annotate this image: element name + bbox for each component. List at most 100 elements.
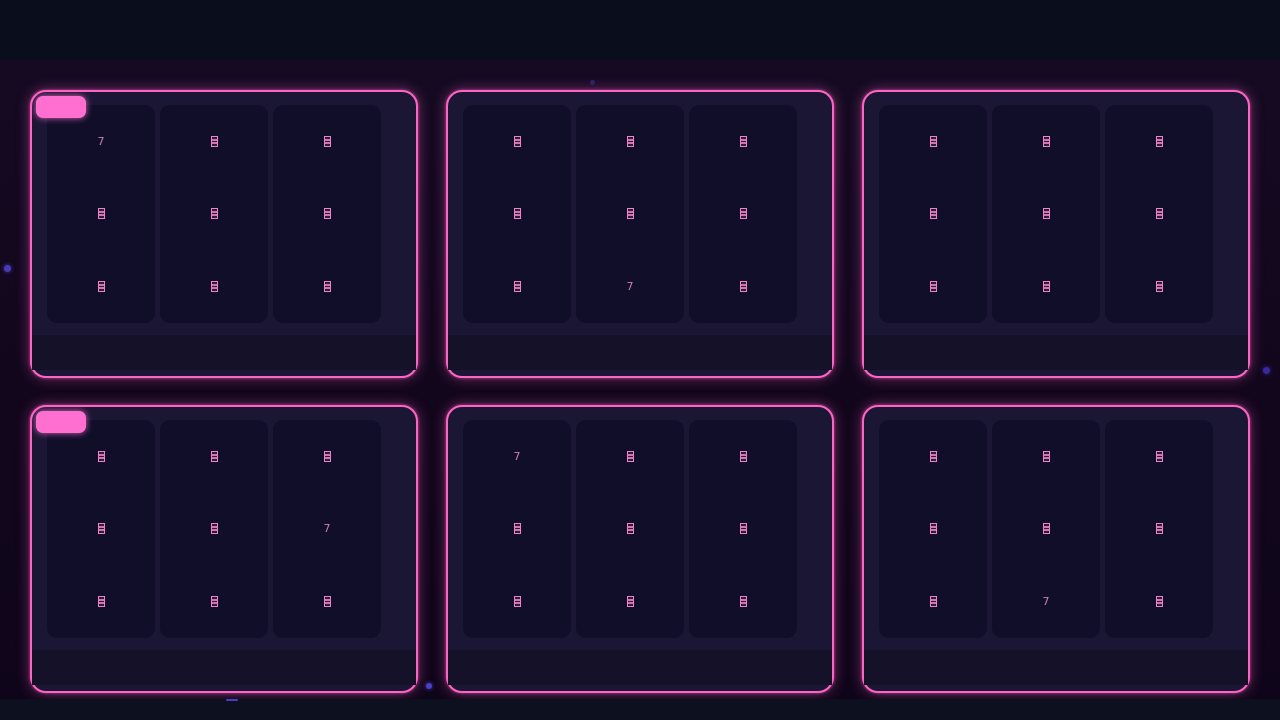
slot-reel (689, 420, 797, 638)
slot-symbol (740, 136, 747, 147)
slot-symbol (211, 523, 218, 534)
slot-symbol (627, 281, 634, 292)
slot-symbol (324, 208, 331, 219)
reel-group (463, 105, 797, 323)
slot-reel (992, 420, 1100, 638)
machine-footer-bar (32, 650, 416, 685)
slot-reel (273, 420, 381, 638)
win-badge (36, 96, 86, 118)
slot-symbol (98, 136, 105, 147)
slot-symbol (98, 596, 105, 607)
slot-symbol (514, 136, 521, 147)
slot-symbol (1156, 281, 1163, 292)
slot-symbol (324, 136, 331, 147)
reel-group (47, 105, 381, 323)
slot-reel (463, 420, 571, 638)
slot-symbol (514, 451, 521, 462)
slot-reel (576, 105, 684, 323)
slot-symbol (1043, 136, 1050, 147)
slot-symbol (98, 281, 105, 292)
slot-symbol (1043, 281, 1050, 292)
machine-footer-bar (864, 335, 1248, 370)
particle-dot (1263, 367, 1270, 374)
slot-symbol (1043, 208, 1050, 219)
slot-symbol (740, 596, 747, 607)
slot-reel (273, 105, 381, 323)
slot-symbol (324, 451, 331, 462)
slot-symbol (930, 208, 937, 219)
slot-reel (879, 105, 987, 323)
reel-group (879, 420, 1213, 638)
slot-symbol (1156, 451, 1163, 462)
slot-symbol (740, 451, 747, 462)
particle-dot (426, 683, 432, 689)
slot-symbol (930, 136, 937, 147)
slot-symbol (627, 451, 634, 462)
slot-symbol (1156, 523, 1163, 534)
slot-symbol (514, 523, 521, 534)
slot-reel (879, 420, 987, 638)
slot-reel (47, 420, 155, 638)
slot-symbol (514, 281, 521, 292)
slot-symbol (740, 281, 747, 292)
slot-symbol (1043, 451, 1050, 462)
slot-symbol (627, 208, 634, 219)
slot-symbol (1043, 596, 1050, 607)
slot-symbol (324, 281, 331, 292)
machine-footer-bar (864, 650, 1248, 685)
slot-symbol (930, 451, 937, 462)
reel-group (463, 420, 797, 638)
machine-footer-bar (448, 335, 832, 370)
slot-machine-card[interactable] (30, 405, 418, 693)
slot-symbol (514, 596, 521, 607)
slot-symbol (627, 136, 634, 147)
slot-reel (576, 420, 684, 638)
slot-reel (463, 105, 571, 323)
reel-group (47, 420, 381, 638)
particle-dash (226, 699, 238, 701)
slot-symbol (211, 596, 218, 607)
win-badge (36, 411, 86, 433)
slot-symbol (930, 281, 937, 292)
slot-machine-card[interactable] (446, 405, 834, 693)
slot-symbol (98, 208, 105, 219)
slot-symbol (324, 596, 331, 607)
slot-symbol (98, 451, 105, 462)
slot-symbol (1156, 596, 1163, 607)
slot-reel (689, 105, 797, 323)
slot-machine-card[interactable] (862, 405, 1250, 693)
slot-symbol (740, 208, 747, 219)
slot-symbol (211, 136, 218, 147)
slot-reel (1105, 420, 1213, 638)
slot-reel (160, 105, 268, 323)
slot-symbol (627, 596, 634, 607)
slot-machine-card[interactable] (862, 90, 1250, 378)
slot-symbol (514, 208, 521, 219)
slot-symbol (98, 523, 105, 534)
slot-symbol (930, 596, 937, 607)
slot-machine-card[interactable] (30, 90, 418, 378)
slot-symbol (627, 523, 634, 534)
slot-symbol (740, 523, 747, 534)
machine-footer-bar (32, 335, 416, 370)
slot-symbol (211, 208, 218, 219)
slot-reel (1105, 105, 1213, 323)
slot-symbol (324, 523, 331, 534)
slot-reel (992, 105, 1100, 323)
particle-dot (4, 265, 11, 272)
slot-symbol (1156, 136, 1163, 147)
reel-group (879, 105, 1213, 323)
bottom-bar (0, 699, 1280, 720)
particle-dot (590, 80, 595, 85)
machine-footer-bar (448, 650, 832, 685)
slot-machine-card[interactable] (446, 90, 834, 378)
machine-grid (0, 60, 1280, 699)
top-bar (0, 0, 1280, 60)
slot-symbol (1156, 208, 1163, 219)
slot-reel (160, 420, 268, 638)
slot-reel (47, 105, 155, 323)
slot-symbol (211, 281, 218, 292)
slot-symbol (211, 451, 218, 462)
slot-symbol (930, 523, 937, 534)
